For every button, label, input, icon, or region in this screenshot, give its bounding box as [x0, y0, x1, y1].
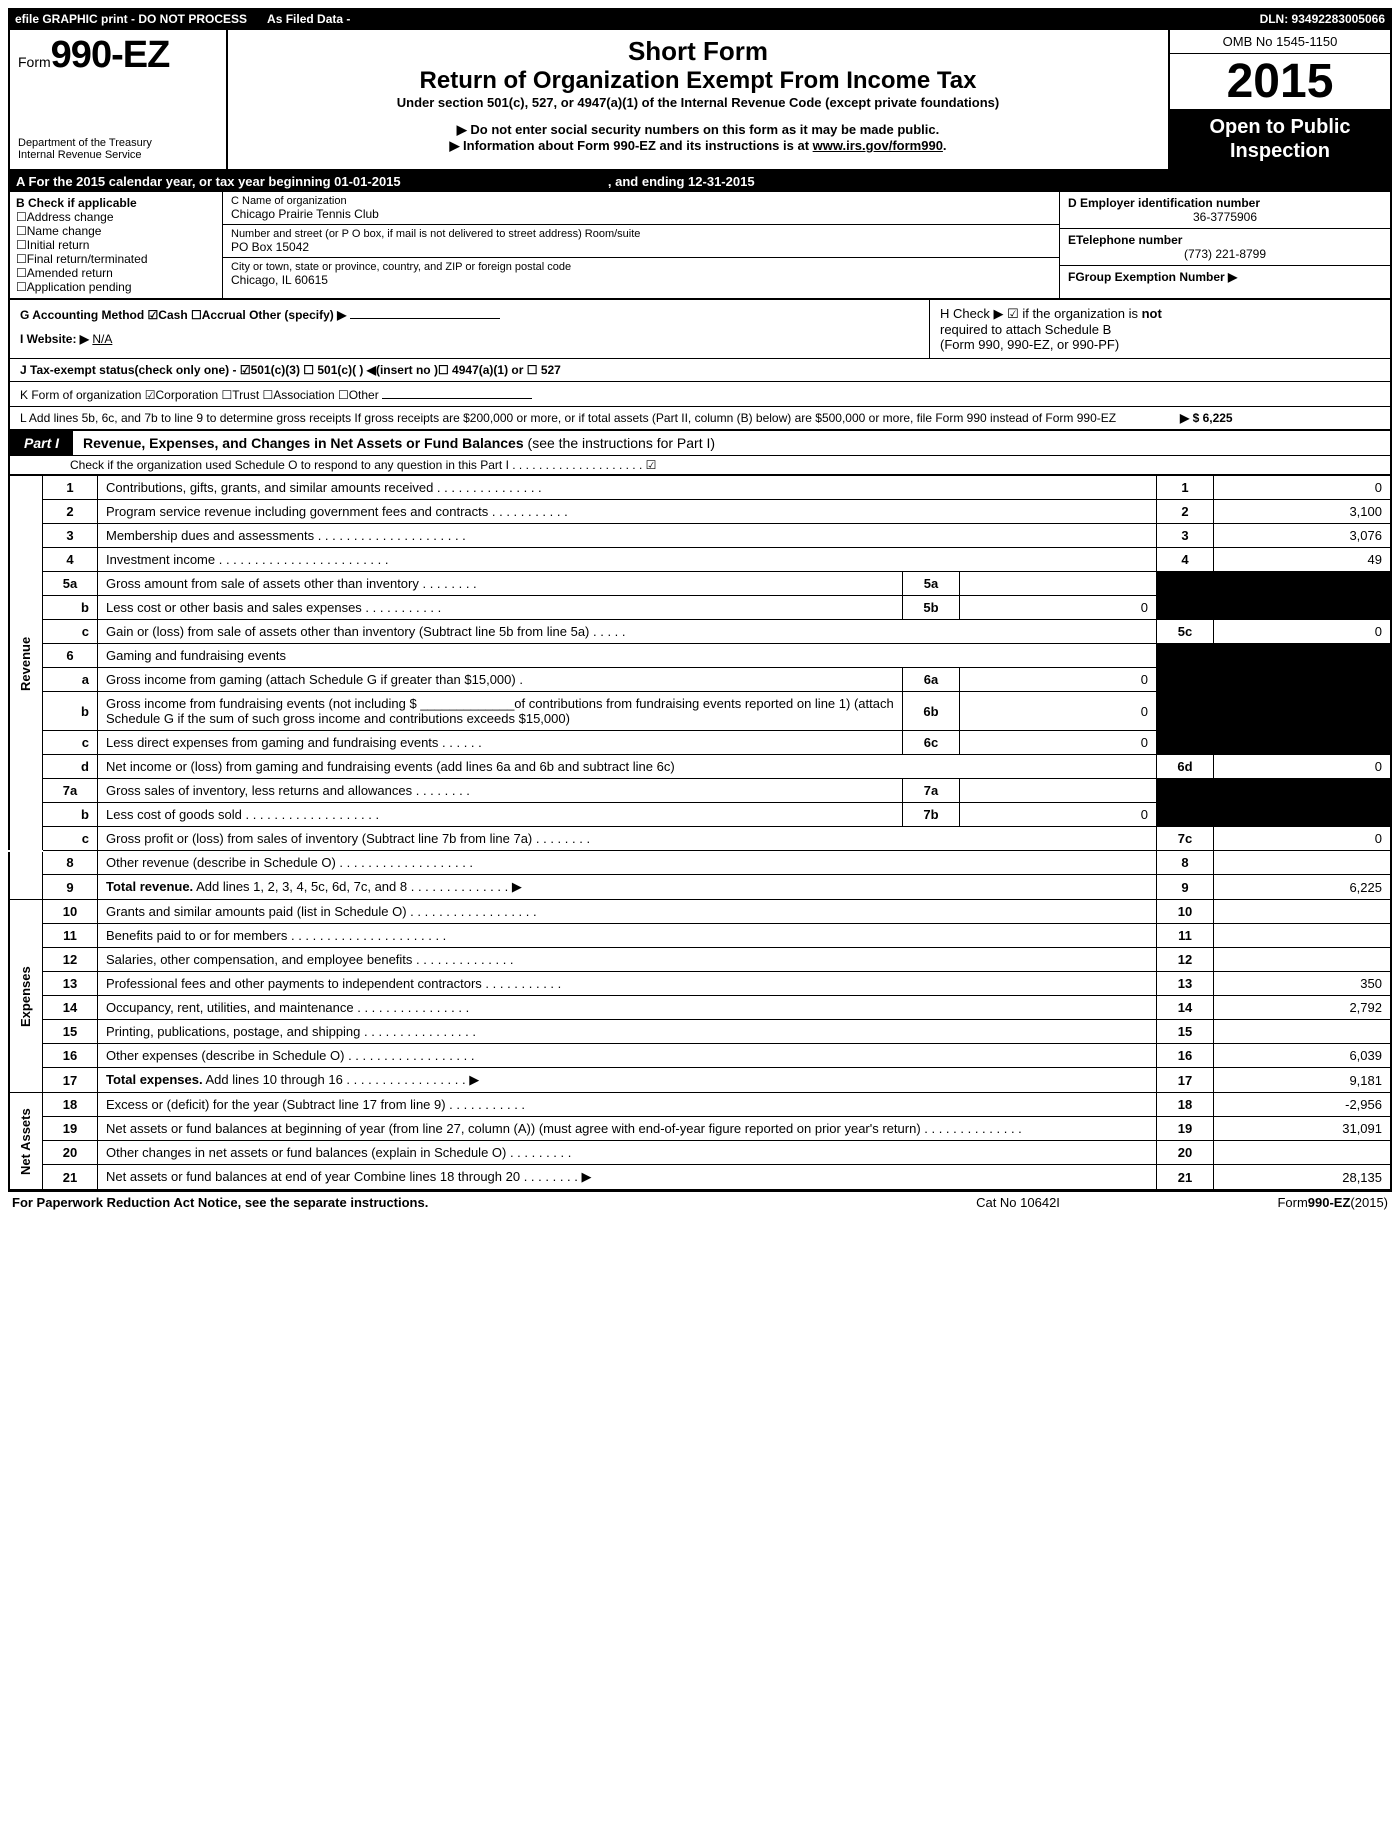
form-id-block: Form990-EZ Department of the Treasury In…: [10, 30, 228, 169]
line-6d-value: 0: [1214, 755, 1392, 779]
line-5a-value: [960, 572, 1157, 596]
section-b: B Check if applicable ☐Address change ☐N…: [10, 192, 223, 298]
schedule-o-check: Check if the organization used Schedule …: [8, 456, 1392, 475]
expenses-label: Expenses: [9, 900, 43, 1093]
website-value: N/A: [92, 332, 112, 346]
line-12-value: [1214, 948, 1392, 972]
section-l: L Add lines 5b, 6c, and 7b to line 9 to …: [8, 407, 1392, 431]
form-title-block: Short Form Return of Organization Exempt…: [228, 30, 1168, 169]
under-section: Under section 501(c), 527, or 4947(a)(1)…: [238, 95, 1158, 110]
line-11-value: [1214, 924, 1392, 948]
section-a-tax-year: A For the 2015 calendar year, or tax yea…: [8, 171, 1392, 192]
efile-mid: As Filed Data -: [247, 12, 1260, 26]
chk-amended-return[interactable]: ☐Amended return: [16, 266, 216, 280]
org-name-row: C Name of organization Chicago Prairie T…: [223, 192, 1059, 225]
line-19-value: 31,091: [1214, 1117, 1392, 1141]
line-16-value: 6,039: [1214, 1044, 1392, 1068]
info-about: ▶ Information about Form 990-EZ and its …: [238, 138, 1158, 154]
org-addr: PO Box 15042: [231, 240, 1051, 254]
section-d: D Employer identification number 36-3775…: [1060, 192, 1390, 229]
line-15-value: [1214, 1020, 1392, 1044]
efile-header-bar: efile GRAPHIC print - DO NOT PROCESS As …: [8, 8, 1392, 30]
chk-address-change[interactable]: ☐Address change: [16, 210, 216, 224]
short-form-label: Short Form: [238, 36, 1158, 67]
line-7b-value: 0: [960, 803, 1157, 827]
section-c: C Name of organization Chicago Prairie T…: [223, 192, 1059, 298]
form-right-block: OMB No 1545-1150 2015 Open to Public Ins…: [1168, 30, 1390, 169]
omb-number: OMB No 1545-1150: [1170, 30, 1390, 54]
block-bcdef: B Check if applicable ☐Address change ☐N…: [8, 192, 1392, 300]
line-6a-value: 0: [960, 668, 1157, 692]
org-city: Chicago, IL 60615: [231, 273, 1051, 287]
part-i-title: Revenue, Expenses, and Changes in Net As…: [73, 431, 1390, 455]
line-17-value: 9,181: [1214, 1068, 1392, 1093]
part-i-table: Revenue 1 Contributions, gifts, grants, …: [8, 475, 1392, 1190]
section-b-title: B Check if applicable: [16, 196, 216, 210]
gross-receipts: ▶ $ 6,225: [1180, 411, 1380, 425]
chk-application-pending[interactable]: ☐Application pending: [16, 280, 216, 294]
line-6b-value: 0: [960, 692, 1157, 731]
section-h: H Check ▶ ☑ if the organization is not r…: [929, 300, 1390, 358]
line-3-value: 3,076: [1214, 524, 1392, 548]
part-i-label: Part I: [10, 431, 73, 455]
line-10-value: [1214, 900, 1392, 924]
section-f: FGroup Exemption Number ▶: [1060, 266, 1390, 288]
line-9-value: 6,225: [1214, 875, 1392, 900]
section-e: ETelephone number (773) 221-8799: [1060, 229, 1390, 266]
part-i-header: Part I Revenue, Expenses, and Changes in…: [8, 431, 1392, 456]
line-7a-value: [960, 779, 1157, 803]
form-number: Form990-EZ: [18, 34, 218, 77]
line-21-value: 28,135: [1214, 1165, 1392, 1190]
line-4-value: 49: [1214, 548, 1392, 572]
org-addr-row: Number and street (or P O box, if mail i…: [223, 225, 1059, 258]
line-7c-value: 0: [1214, 827, 1392, 851]
line-13-value: 350: [1214, 972, 1392, 996]
section-i: I Website: ▶ N/A: [20, 332, 919, 346]
do-not-enter-ssn: ▶ Do not enter social security numbers o…: [238, 122, 1158, 138]
cat-no: Cat No 10642I: [868, 1195, 1168, 1210]
chk-final-return[interactable]: ☐Final return/terminated: [16, 252, 216, 266]
net-assets-label: Net Assets: [9, 1093, 43, 1190]
line-14-value: 2,792: [1214, 996, 1392, 1020]
line-18-value: -2,956: [1214, 1093, 1392, 1117]
tax-year: 2015: [1170, 54, 1390, 109]
org-name: Chicago Prairie Tennis Club: [231, 207, 1051, 221]
section-def: D Employer identification number 36-3775…: [1059, 192, 1390, 298]
line-20-value: [1214, 1141, 1392, 1165]
efile-left: efile GRAPHIC print - DO NOT PROCESS: [15, 12, 247, 26]
phone: (773) 221-8799: [1068, 247, 1382, 261]
line-6c-value: 0: [960, 731, 1157, 755]
open-to-public: Open to Public Inspection: [1170, 109, 1390, 169]
dept-treasury: Department of the Treasury Internal Reve…: [18, 137, 218, 161]
chk-initial-return[interactable]: ☐Initial return: [16, 238, 216, 252]
line-8-value: [1214, 851, 1392, 875]
ein: 36-3775906: [1068, 210, 1382, 224]
section-g: G Accounting Method ☑Cash ☐Accrual Other…: [20, 306, 919, 322]
line-2-value: 3,100: [1214, 500, 1392, 524]
efile-dln: DLN: 93492283005066: [1260, 12, 1385, 26]
chk-name-change[interactable]: ☐Name change: [16, 224, 216, 238]
line-5c-value: 0: [1214, 620, 1392, 644]
return-title: Return of Organization Exempt From Incom…: [238, 67, 1158, 95]
section-k: K Form of organization ☑Corporation ☐Tru…: [8, 382, 1392, 407]
form-ref: Form990-EZ(2015): [1168, 1195, 1388, 1210]
line-1-value: 0: [1214, 476, 1392, 500]
irs-link[interactable]: www.irs.gov/form990: [813, 138, 943, 153]
page-footer: For Paperwork Reduction Act Notice, see …: [8, 1190, 1392, 1213]
section-j: J Tax-exempt status(check only one) - ☑5…: [8, 359, 1392, 382]
form-header: Form990-EZ Department of the Treasury In…: [8, 30, 1392, 171]
row-gh: G Accounting Method ☑Cash ☐Accrual Other…: [8, 300, 1392, 359]
org-city-row: City or town, state or province, country…: [223, 258, 1059, 290]
line-5b-value: 0: [960, 596, 1157, 620]
paperwork-notice: For Paperwork Reduction Act Notice, see …: [12, 1195, 868, 1210]
revenue-label: Revenue: [9, 476, 43, 851]
